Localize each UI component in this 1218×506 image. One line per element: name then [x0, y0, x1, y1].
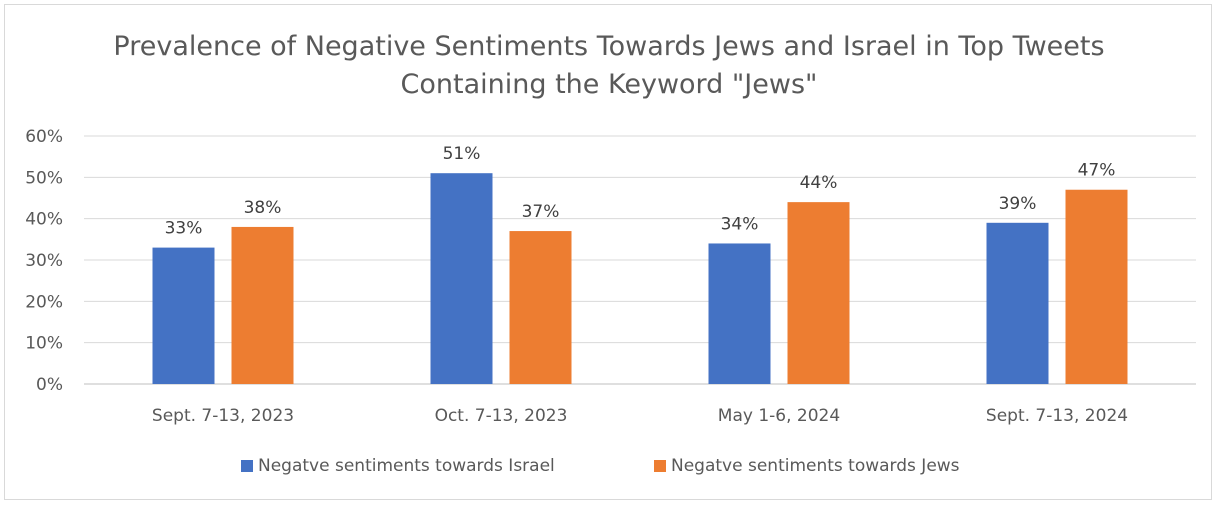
bar [231, 226, 294, 384]
bar [986, 222, 1049, 384]
y-axis-tick-labels: 0% 10% 20% 30% 40% 50% 60% [25, 127, 63, 395]
data-label: 44% [800, 173, 838, 193]
bar [787, 202, 850, 384]
data-label: 47% [1078, 161, 1116, 181]
y-tick-label: 50% [25, 168, 63, 188]
data-label: 38% [244, 198, 282, 218]
chart-title-line-2: Containing the Keyword "Jews" [400, 69, 818, 100]
x-tick-label: May 1-6, 2024 [718, 406, 840, 426]
y-tick-label: 0% [36, 375, 63, 395]
x-tick-label: Oct. 7-13, 2023 [435, 406, 568, 426]
bar [152, 247, 215, 384]
y-tick-label: 60% [25, 127, 63, 147]
y-tick-label: 40% [25, 210, 63, 230]
data-label: 51% [443, 144, 481, 164]
data-label: 39% [999, 194, 1037, 214]
data-label: 37% [522, 202, 560, 222]
bars [152, 173, 1128, 384]
y-tick-label: 20% [25, 292, 63, 312]
x-tick-label: Sept. 7-13, 2023 [152, 406, 294, 426]
x-tick-label: Sept. 7-13, 2024 [986, 406, 1128, 426]
legend-label: Negatve sentiments towards Jews [671, 456, 960, 476]
legend-swatch [654, 460, 666, 472]
legend-label: Negatve sentiments towards Israel [258, 456, 555, 476]
legend-swatch [241, 460, 253, 472]
y-tick-label: 30% [25, 251, 63, 271]
data-labels: 33% 38% 51% 37% 34% 44% 39% 47% [165, 144, 1116, 238]
data-label: 33% [165, 219, 203, 239]
bar [509, 231, 572, 384]
x-axis-tick-labels: Sept. 7-13, 2023 Oct. 7-13, 2023 May 1-6, … [152, 406, 1128, 426]
chart-title-line-1: Prevalence of Negative Sentiments Toward… [113, 31, 1105, 62]
data-label: 34% [721, 214, 759, 234]
bar [430, 173, 493, 384]
y-tick-label: 10% [25, 334, 63, 354]
bar [1065, 189, 1128, 384]
bar [708, 243, 771, 384]
legend: Negatve sentiments towards Israel Negatve… [241, 456, 960, 476]
